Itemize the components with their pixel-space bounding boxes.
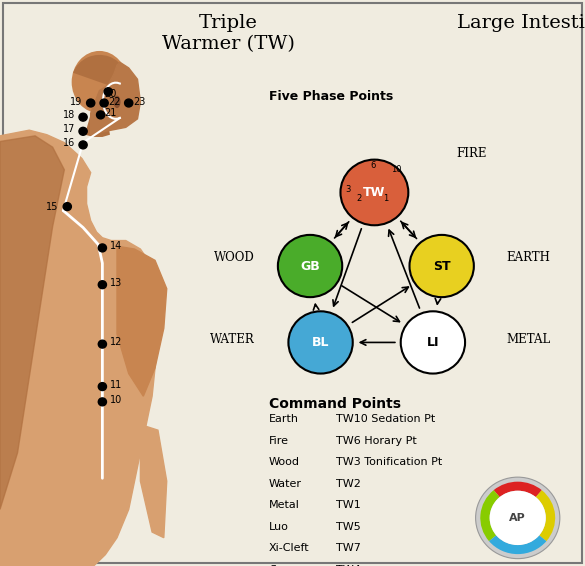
Circle shape (98, 383, 106, 391)
Ellipse shape (113, 96, 121, 108)
Text: Source: Source (269, 565, 308, 566)
Text: 17: 17 (63, 124, 75, 134)
Polygon shape (0, 130, 158, 566)
Ellipse shape (112, 92, 125, 112)
Text: 1: 1 (384, 194, 388, 203)
Circle shape (410, 235, 474, 297)
Text: TW3 Tonification Pt: TW3 Tonification Pt (336, 457, 443, 468)
Text: 23: 23 (133, 97, 146, 107)
Circle shape (98, 340, 106, 348)
Text: Metal: Metal (269, 500, 300, 511)
Polygon shape (91, 62, 140, 135)
Circle shape (476, 477, 560, 559)
Circle shape (79, 141, 87, 149)
Wedge shape (536, 490, 555, 541)
Circle shape (87, 99, 95, 107)
Text: 11: 11 (110, 380, 122, 390)
Text: 19: 19 (70, 97, 82, 107)
Text: 20: 20 (104, 89, 116, 99)
Circle shape (98, 398, 106, 406)
Text: AP: AP (510, 513, 526, 523)
Text: 10: 10 (391, 165, 402, 174)
Text: TW1: TW1 (336, 500, 361, 511)
Circle shape (278, 235, 342, 297)
Polygon shape (117, 246, 167, 396)
Circle shape (63, 203, 71, 211)
Text: Earth: Earth (269, 414, 299, 424)
Text: ST: ST (433, 260, 450, 272)
Text: 12: 12 (110, 337, 122, 348)
Text: BL: BL (312, 336, 329, 349)
Text: Xi-Cleft: Xi-Cleft (269, 543, 309, 554)
Text: 2: 2 (356, 194, 361, 203)
Text: Water: Water (269, 479, 302, 489)
Circle shape (98, 244, 106, 252)
Text: TW4: TW4 (336, 565, 362, 566)
Circle shape (97, 111, 105, 119)
Text: 14: 14 (110, 241, 122, 251)
Text: 21: 21 (104, 108, 116, 118)
Text: 15: 15 (46, 201, 59, 212)
Text: WATER: WATER (210, 333, 254, 346)
Text: Five Phase Points: Five Phase Points (269, 90, 393, 102)
Text: Fire: Fire (269, 436, 289, 446)
Text: 16: 16 (63, 138, 75, 148)
Text: TW7: TW7 (336, 543, 362, 554)
Circle shape (125, 99, 133, 107)
Circle shape (79, 113, 87, 121)
Text: TW10 Sedation Pt: TW10 Sedation Pt (336, 414, 436, 424)
Text: TW5: TW5 (336, 522, 361, 532)
Text: WOOD: WOOD (214, 251, 254, 264)
Text: FIRE: FIRE (456, 148, 487, 160)
Text: EARTH: EARTH (506, 251, 550, 264)
Circle shape (98, 281, 106, 289)
Wedge shape (489, 535, 546, 554)
Circle shape (340, 160, 408, 225)
Circle shape (490, 491, 546, 545)
Circle shape (100, 99, 108, 107)
Wedge shape (494, 482, 542, 497)
Polygon shape (140, 424, 167, 538)
Text: Wood: Wood (269, 457, 300, 468)
Text: Large Intesti: Large Intesti (457, 14, 584, 32)
Text: Command Points: Command Points (269, 397, 401, 411)
Text: 10: 10 (110, 395, 122, 405)
Polygon shape (85, 114, 110, 137)
Text: TW: TW (363, 186, 386, 199)
Text: 18: 18 (63, 110, 75, 121)
Text: 22: 22 (108, 97, 121, 107)
Text: 6: 6 (370, 161, 376, 170)
Text: GB: GB (300, 260, 320, 272)
Circle shape (288, 311, 353, 374)
Text: TW6 Horary Pt: TW6 Horary Pt (336, 436, 417, 446)
Text: Luo: Luo (269, 522, 289, 532)
Circle shape (401, 311, 465, 374)
Ellipse shape (71, 51, 128, 113)
Circle shape (104, 88, 112, 96)
Text: METAL: METAL (506, 333, 550, 346)
Wedge shape (480, 490, 500, 541)
Text: TW2: TW2 (336, 479, 362, 489)
Text: Triple
Warmer (TW): Triple Warmer (TW) (161, 14, 295, 53)
Polygon shape (0, 136, 64, 509)
Circle shape (79, 127, 87, 135)
Wedge shape (73, 55, 128, 91)
Text: 13: 13 (110, 278, 122, 288)
Text: 3: 3 (345, 185, 351, 194)
Text: LI: LI (426, 336, 439, 349)
